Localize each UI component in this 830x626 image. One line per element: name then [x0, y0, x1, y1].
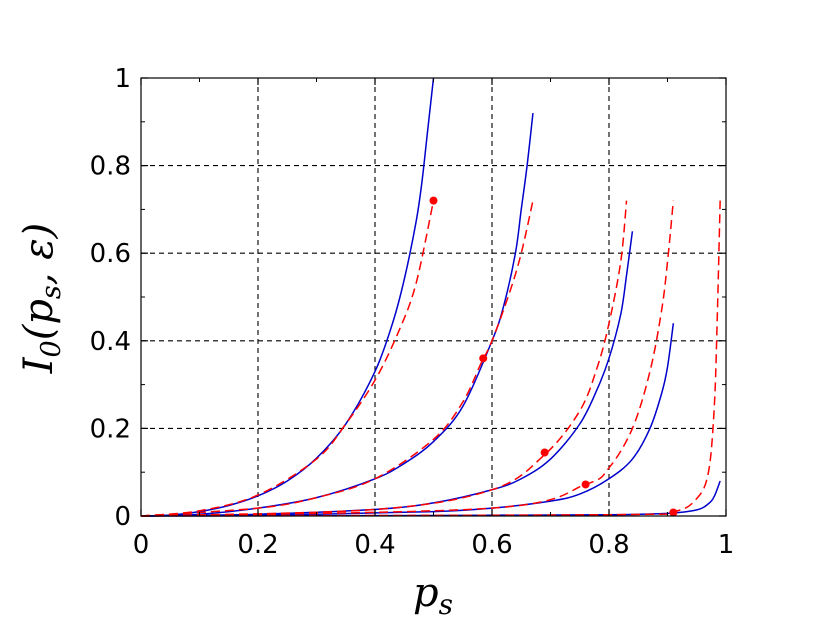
marker-layer: [429, 196, 678, 517]
ticks: [140, 77, 727, 517]
y-tick-label: 0.8: [90, 152, 131, 182]
y-tick-label: 1: [114, 64, 131, 94]
y-tick-label: 0.2: [90, 414, 131, 444]
dashed-series-7: [140, 200, 534, 517]
dashed-series-10: [140, 200, 721, 517]
y-tick-label: 0.4: [90, 327, 131, 357]
solid-series-1: [140, 77, 435, 517]
grid: [141, 78, 726, 516]
data-marker: [479, 354, 488, 363]
dashed-series-8: [140, 200, 628, 517]
x-tick-label: 0.4: [354, 530, 395, 560]
solid-series-3: [140, 231, 634, 517]
y-tick-label: 0: [114, 502, 131, 532]
x-tick-label: 0.2: [237, 530, 278, 560]
x-tick-label: 1: [718, 530, 735, 560]
dashed-series-9: [140, 200, 675, 517]
x-tick-label: 0: [133, 530, 150, 560]
data-marker: [540, 448, 549, 457]
data-marker: [429, 196, 438, 205]
tick-labels: 0 0.2 0.4 0.6 0.8 1 0 0.2 0.4 0.6 0.8 1: [90, 64, 735, 560]
solid-series-2: [140, 112, 534, 517]
data-marker: [581, 480, 590, 489]
series-layer: [140, 77, 721, 517]
dashed-series-6: [140, 200, 435, 517]
solid-series-4: [140, 323, 675, 517]
x-axis-label: ps: [413, 570, 453, 621]
x-tick-label: 0.6: [471, 530, 512, 560]
y-tick-label: 0.6: [90, 239, 131, 269]
x-tick-label: 0.8: [588, 530, 629, 560]
data-marker: [669, 508, 678, 517]
y-axis-label: I0(ps, ε): [16, 223, 67, 375]
